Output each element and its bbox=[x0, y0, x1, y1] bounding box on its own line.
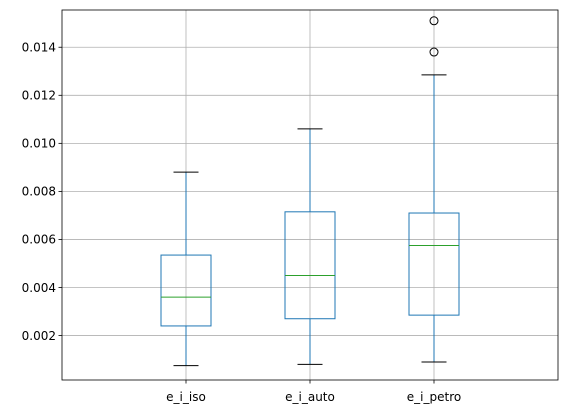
box-iqr bbox=[284, 211, 336, 320]
y-tick-label: 0.008 bbox=[22, 185, 56, 199]
y-tick-label: 0.004 bbox=[22, 281, 56, 295]
x-axis: e_i_iso e_i_auto e_i_petro bbox=[166, 380, 461, 404]
y-tick-label: 0.014 bbox=[22, 41, 56, 55]
box-e_i_iso bbox=[160, 171, 212, 367]
boxes-layer bbox=[160, 16, 460, 367]
y-tick-label: 0.002 bbox=[22, 329, 56, 343]
box-e_i_petro bbox=[408, 16, 460, 363]
box-iqr bbox=[408, 212, 460, 316]
outlier-point bbox=[429, 16, 439, 26]
y-tick-label: 0.006 bbox=[22, 233, 56, 247]
outlier-point bbox=[429, 47, 439, 57]
y-tick-label: 0.012 bbox=[22, 89, 56, 103]
box-iqr bbox=[160, 254, 212, 327]
y-axis: 0.002 0.004 0.006 0.008 0.010 0.012 0.014 bbox=[22, 41, 62, 343]
x-tick-label: e_i_petro bbox=[407, 390, 461, 404]
y-tick-label: 0.010 bbox=[22, 137, 56, 151]
x-tick-label: e_i_auto bbox=[285, 390, 335, 404]
x-tick-label: e_i_iso bbox=[166, 390, 206, 404]
box-e_i_auto bbox=[284, 128, 336, 365]
